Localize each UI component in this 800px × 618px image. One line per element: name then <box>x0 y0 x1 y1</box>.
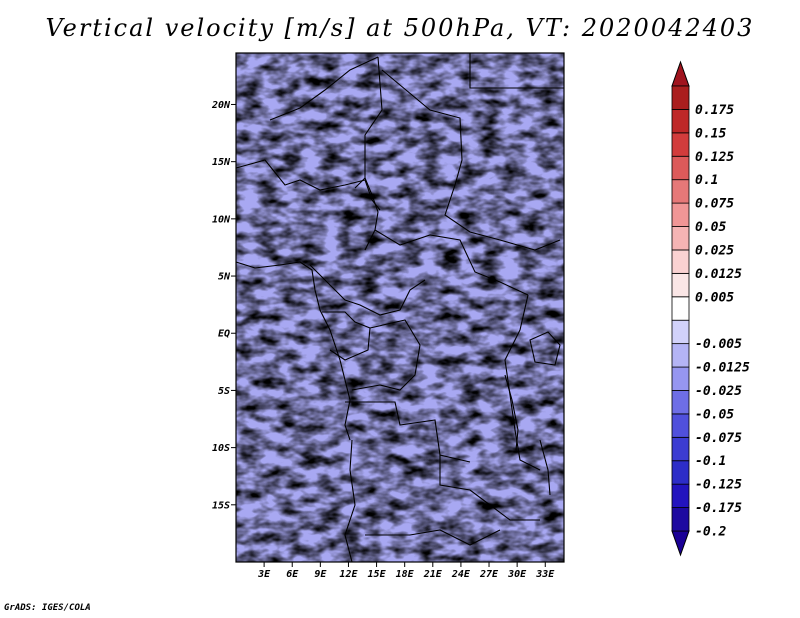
x-tick-label: 27E <box>479 569 499 580</box>
colorbar-label: -0.2 <box>695 525 726 540</box>
colorbar-swatch <box>671 226 690 251</box>
y-tick-label: 15S <box>212 500 230 511</box>
colorbar: -0.2 -0.175 -0.125 -0.1 -0.075 -0.05 -0.025 -0.… <box>671 60 750 557</box>
colorbar-swatch <box>671 296 690 321</box>
lake-victoria <box>529 331 561 366</box>
colorbar-label: -0.125 <box>695 478 742 493</box>
y-tick-label: 20N <box>211 100 231 111</box>
colorbar-label: 0.005 <box>695 290 734 305</box>
boundary-drc-east <box>504 294 541 471</box>
x-tick-label: 12E <box>339 569 358 580</box>
country-boundaries <box>235 53 564 563</box>
colorbar-label: -0.05 <box>695 407 734 422</box>
y-tick-label: EQ <box>218 329 230 340</box>
colorbar-label: 0.0125 <box>695 267 742 282</box>
colorbar-swatch <box>671 202 690 227</box>
x-tick-label: 18E <box>396 569 415 580</box>
x-tick-label: 15E <box>368 569 387 580</box>
colorbar-label: -0.025 <box>695 384 742 399</box>
colorbar-label: -0.175 <box>695 501 742 516</box>
boundary-angola-north <box>345 401 471 463</box>
colorbar-swatch <box>671 179 690 204</box>
x-tick-label: 6E <box>286 569 299 580</box>
colorbar-label: -0.1 <box>695 454 726 469</box>
x-tick-label: 33E <box>535 569 555 580</box>
y-axis: 20N 15N 10N 5N EQ 5S 10S 15S <box>211 100 236 511</box>
x-tick-label: 21E <box>423 569 443 580</box>
colorbar-swatch <box>671 272 690 298</box>
boundary-northeast <box>469 53 564 89</box>
x-tick-label: 30E <box>507 569 527 580</box>
colorbar-label: 0.1 <box>695 173 718 188</box>
colorbar-label: 0.05 <box>695 220 726 235</box>
colorbar-swatch <box>671 343 690 368</box>
boundary-north-3 <box>381 69 463 186</box>
y-tick-label: 10N <box>212 214 231 225</box>
boundary-congo <box>351 319 421 391</box>
colorbar-swatch <box>671 460 690 485</box>
colorbar-label: 0.15 <box>695 126 726 141</box>
lake-tanganyika <box>504 374 519 451</box>
y-tick-label: 10S <box>212 443 230 454</box>
y-tick-label: 5S <box>218 386 230 397</box>
velocity-field <box>236 53 564 562</box>
boundary-west-sahel <box>235 159 381 211</box>
boundary-lake-chad <box>364 177 379 251</box>
colorbar-label: 0.025 <box>695 243 734 258</box>
colorbar-swatch <box>671 155 690 181</box>
colorbar-label: -0.0125 <box>695 361 750 376</box>
colorbar-min-arrow <box>671 530 690 557</box>
boundary-angola-south <box>344 439 356 563</box>
colorbar-label: 0.075 <box>695 197 734 212</box>
colorbar-label: -0.075 <box>695 431 742 446</box>
colorbar-swatch <box>671 366 690 391</box>
boundary-north-1 <box>269 56 379 121</box>
colorbar-swatch <box>671 507 690 532</box>
colorbar-max-arrow <box>671 60 690 87</box>
boundary-zambia <box>439 455 540 521</box>
x-tick-label: 3E <box>257 569 271 580</box>
grads-credit: GrADS: IGES/COLA <box>4 603 91 613</box>
x-tick-label: 9E <box>314 569 327 580</box>
boundary-sudan <box>444 184 561 251</box>
y-tick-label: 15N <box>212 157 231 168</box>
colorbar-swatch <box>671 109 690 134</box>
boundary-cameroon <box>309 264 426 316</box>
x-axis: 3E 6E 9E 12E 15E 18E 21E 24E 27E 30E 33E <box>257 562 555 580</box>
colorbar-swatch <box>671 436 690 462</box>
colorbar-label: 0.175 <box>695 103 734 118</box>
colorbar-label: 0.125 <box>695 150 734 165</box>
y-tick-label: 5N <box>218 272 231 283</box>
colorbar-swatch <box>671 132 690 157</box>
lake-malawi <box>539 439 551 496</box>
x-tick-label: 24E <box>451 569 471 580</box>
colorbar-swatch <box>671 319 690 345</box>
colorbar-label: -0.005 <box>695 337 742 352</box>
chart-title: Vertical velocity [m/s] at 500hPa, VT: 2… <box>45 14 755 42</box>
positive-regions <box>236 53 564 562</box>
colorbar-swatch <box>671 85 690 110</box>
colorbar-swatch <box>671 249 690 274</box>
boundary-south <box>365 529 501 546</box>
boundary-car <box>374 229 529 296</box>
coastline-west <box>235 261 351 441</box>
colorbar-swatch <box>671 390 690 415</box>
colorbar-swatch <box>671 483 690 508</box>
plot-frame <box>235 52 565 563</box>
colorbar-swatch <box>671 413 690 438</box>
